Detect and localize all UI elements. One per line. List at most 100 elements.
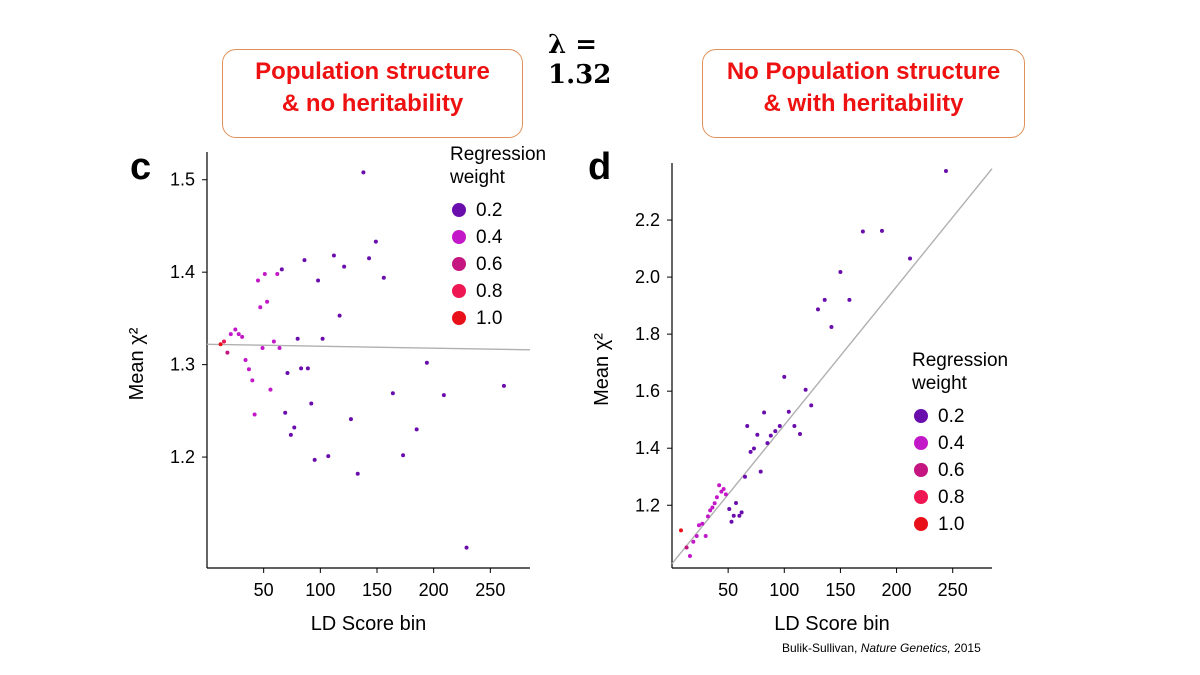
regression-line-d [671, 168, 993, 565]
data-point-d [792, 423, 797, 428]
legend-item-d: 0.2 [914, 406, 964, 428]
data-point-c [342, 264, 347, 269]
legend-item-c: 0.8 [452, 281, 502, 303]
data-point-c [275, 272, 280, 277]
legend-item-d: 0.6 [914, 460, 964, 482]
legend-dot [452, 257, 466, 271]
legend-dot [452, 311, 466, 325]
y-tick-label-c: 1.5 [170, 170, 195, 190]
data-point-c [228, 332, 233, 337]
citation-journal: Nature Genetics, [860, 641, 951, 655]
data-point-c [305, 366, 310, 371]
data-point-c [246, 367, 251, 372]
data-point-c [337, 313, 342, 318]
data-point-d [737, 513, 742, 518]
data-point-d [678, 528, 683, 533]
y-tick-label-d: 1.4 [635, 438, 660, 458]
population-structure-box: Population structure & no heritability [222, 49, 523, 138]
data-point-d [721, 486, 726, 491]
data-point-d [847, 297, 852, 302]
data-point-d [705, 514, 710, 519]
data-point-d [803, 387, 808, 392]
heritability-box: No Population structure & with heritabil… [702, 49, 1025, 138]
data-point-c [292, 425, 297, 430]
data-point-c [233, 327, 238, 332]
x-axis-label-c: LD Score bin [311, 613, 427, 635]
data-point-d [723, 492, 728, 497]
x-tick-label-d: 100 [769, 580, 799, 600]
legend-label: 0.8 [938, 487, 965, 508]
data-point-d [684, 545, 689, 550]
data-point-d [696, 523, 701, 528]
data-point-c [331, 253, 336, 258]
data-point-c [256, 278, 260, 283]
legend-dot [452, 230, 466, 244]
legend-label: 0.4 [938, 433, 965, 454]
data-point-d [943, 168, 948, 173]
x-tick-label-c: 150 [362, 580, 392, 600]
data-point-c [240, 334, 245, 339]
data-point-c [225, 350, 230, 355]
y-axis-label-d: Mean χ² [591, 333, 613, 406]
data-point-d [838, 269, 843, 274]
data-point-c [381, 275, 386, 280]
data-point-d [691, 539, 696, 544]
y-tick-label-d: 1.8 [635, 324, 660, 344]
data-point-c [295, 336, 300, 341]
legend-item-c: 0.6 [452, 254, 502, 276]
legend-title-line: Regression [450, 144, 547, 165]
data-point-c [243, 358, 248, 362]
x-tick-label-d: 250 [938, 580, 968, 600]
data-point-c [285, 370, 290, 375]
legend-dot [914, 490, 928, 504]
left-box-line-1: Population structure [255, 58, 490, 85]
legend-label: 0.2 [938, 406, 965, 427]
data-point-c [355, 471, 360, 476]
x-tick-label-c: 250 [475, 580, 505, 600]
data-point-d [908, 256, 913, 261]
right-box-line-2: & with heritability [763, 90, 964, 117]
data-point-c [250, 378, 255, 383]
legend-item-c: 1.0 [452, 308, 502, 330]
legend-item-d: 0.8 [914, 487, 964, 509]
data-point-d [751, 446, 756, 451]
data-point-c [218, 342, 223, 347]
y-tick-label-d: 1.6 [635, 381, 660, 401]
legend-dot [914, 436, 928, 450]
data-point-d [768, 433, 773, 438]
data-point-c [279, 267, 284, 272]
data-point-c [373, 239, 378, 244]
data-point-c [424, 360, 429, 365]
data-point-c [361, 170, 366, 175]
data-point-c [283, 410, 288, 415]
legend-label: 0.6 [476, 254, 503, 275]
lambda-label: λ = 1.32 [548, 30, 612, 90]
legend-item-d: 1.0 [914, 514, 964, 536]
y-tick-label-c: 1.3 [170, 355, 195, 375]
data-point-d [798, 431, 802, 436]
data-point-d [860, 229, 865, 234]
data-point-d [822, 297, 827, 302]
data-point-c [312, 457, 317, 462]
data-point-d [727, 506, 732, 511]
x-tick-label-c: 200 [419, 580, 449, 600]
data-point-d [777, 423, 782, 428]
data-point-d [773, 429, 778, 434]
data-point-d [815, 307, 820, 312]
regression-line-c [206, 343, 531, 351]
data-point-d [765, 441, 770, 446]
legend-dot [914, 517, 928, 531]
legend-label: 0.4 [476, 227, 503, 248]
left-box-line-2: & no heritability [281, 90, 464, 117]
data-point-d [731, 513, 736, 518]
right-box-line-1: No Population structure [726, 58, 1001, 85]
citation-year: 2015 [950, 641, 981, 655]
legend-dot [452, 284, 466, 298]
data-point-c [501, 383, 506, 388]
y-tick-label-c: 1.2 [170, 447, 195, 467]
data-point-d [809, 403, 814, 408]
data-point-d [710, 505, 715, 510]
y-tick-label-d: 2.2 [635, 210, 660, 230]
x-tick-label-d: 50 [718, 580, 738, 600]
